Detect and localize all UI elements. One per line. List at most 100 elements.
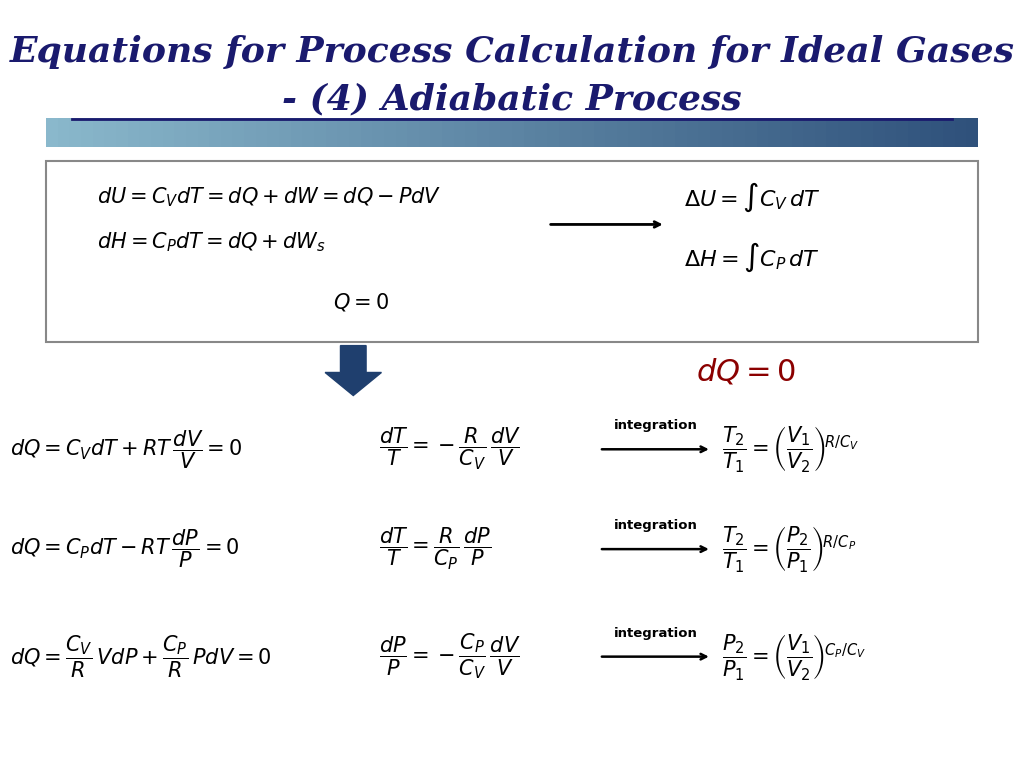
Bar — [967, 118, 978, 147]
Bar — [815, 118, 826, 147]
Bar — [465, 118, 477, 147]
Bar — [710, 118, 722, 147]
Bar — [477, 118, 488, 147]
Bar — [932, 118, 943, 147]
Bar — [652, 118, 664, 147]
Bar — [221, 118, 232, 147]
Bar — [594, 118, 605, 147]
Bar — [57, 118, 70, 147]
Bar — [151, 118, 163, 147]
Bar — [454, 118, 465, 147]
Bar — [104, 118, 116, 147]
Bar — [536, 118, 547, 147]
Bar — [360, 118, 373, 147]
Text: Equations for Process Calculation for Ideal Gases: Equations for Process Calculation for Id… — [9, 35, 1015, 68]
Bar — [757, 118, 768, 147]
Bar — [780, 118, 792, 147]
Bar — [861, 118, 873, 147]
Bar — [174, 118, 186, 147]
Text: $Q = 0$: $Q = 0$ — [333, 291, 389, 313]
Text: $\dfrac{dT}{T} = \dfrac{R}{C_P}\,\dfrac{dP}{P}$: $\dfrac{dT}{T} = \dfrac{R}{C_P}\,\dfrac{… — [379, 526, 490, 572]
Bar — [745, 118, 757, 147]
Bar — [640, 118, 652, 147]
Bar — [501, 118, 512, 147]
Bar — [408, 118, 419, 147]
Bar — [209, 118, 221, 147]
Bar — [629, 118, 640, 147]
Bar — [733, 118, 745, 147]
Bar — [768, 118, 780, 147]
Text: $\dfrac{P_2}{P_1} = \left(\dfrac{V_1}{V_2}\right)^{\!C_P/C_V}$: $\dfrac{P_2}{P_1} = \left(\dfrac{V_1}{V_… — [722, 631, 865, 682]
Bar — [523, 118, 536, 147]
Bar — [920, 118, 932, 147]
Text: $\Delta U = \int C_V\,dT$: $\Delta U = \int C_V\,dT$ — [684, 180, 821, 214]
Bar — [384, 118, 395, 147]
Bar — [139, 118, 151, 147]
Text: $dU = C_V dT = dQ + dW = dQ - PdV$: $dU = C_V dT = dQ + dW = dQ - PdV$ — [97, 186, 441, 209]
Bar — [675, 118, 687, 147]
Bar — [81, 118, 92, 147]
Bar — [954, 118, 967, 147]
Bar — [337, 118, 349, 147]
Bar — [373, 118, 384, 147]
Text: $\Delta H = \int C_P\,dT$: $\Delta H = \int C_P\,dT$ — [684, 240, 820, 273]
Bar — [512, 118, 523, 147]
Bar — [826, 118, 839, 147]
Bar — [419, 118, 430, 147]
Bar — [943, 118, 954, 147]
Bar — [267, 118, 279, 147]
Bar — [442, 118, 454, 147]
Bar — [198, 118, 209, 147]
Bar — [908, 118, 920, 147]
Bar — [314, 118, 326, 147]
Bar — [46, 118, 57, 147]
Text: integration: integration — [613, 627, 697, 640]
Bar — [186, 118, 198, 147]
Bar — [616, 118, 629, 147]
Text: $dQ = C_P dT - RT\,\dfrac{dP}{P} = 0$: $dQ = C_P dT - RT\,\dfrac{dP}{P} = 0$ — [10, 528, 240, 571]
Bar — [430, 118, 442, 147]
Text: $\dfrac{dT}{T} = -\dfrac{R}{C_V}\,\dfrac{dV}{V}$: $\dfrac{dT}{T} = -\dfrac{R}{C_V}\,\dfrac… — [379, 426, 520, 472]
Bar — [232, 118, 244, 147]
Bar — [92, 118, 104, 147]
Bar — [722, 118, 733, 147]
Bar — [326, 118, 337, 147]
Bar — [163, 118, 174, 147]
Bar — [885, 118, 896, 147]
Text: $\dfrac{dP}{P} = -\dfrac{C_P}{C_V}\,\dfrac{dV}{V}$: $\dfrac{dP}{P} = -\dfrac{C_P}{C_V}\,\dfr… — [379, 632, 520, 681]
Bar — [792, 118, 803, 147]
Bar — [873, 118, 885, 147]
Bar — [803, 118, 815, 147]
Bar — [698, 118, 710, 147]
Text: $dH = C_P dT = dQ + dW_s$: $dH = C_P dT = dQ + dW_s$ — [97, 230, 326, 254]
Bar — [349, 118, 360, 147]
Bar — [244, 118, 256, 147]
Bar — [395, 118, 408, 147]
Bar — [547, 118, 559, 147]
Bar — [838, 118, 850, 147]
Text: $\dfrac{T_2}{T_1} = \left(\dfrac{P_2}{P_1}\right)^{\!R/C_P}$: $\dfrac{T_2}{T_1} = \left(\dfrac{P_2}{P_… — [722, 524, 856, 574]
Bar — [605, 118, 616, 147]
Bar — [279, 118, 291, 147]
Bar — [256, 118, 267, 147]
Bar — [291, 118, 302, 147]
Bar — [570, 118, 582, 147]
Bar — [46, 161, 978, 342]
Text: - (4) Adiabatic Process: - (4) Adiabatic Process — [283, 82, 741, 116]
Bar — [488, 118, 501, 147]
Bar — [582, 118, 594, 147]
Bar — [128, 118, 139, 147]
Text: integration: integration — [613, 419, 697, 432]
Bar — [687, 118, 698, 147]
Bar — [70, 118, 81, 147]
Text: $dQ = \dfrac{C_V}{R}\,VdP + \dfrac{C_P}{R}\,PdV = 0$: $dQ = \dfrac{C_V}{R}\,VdP + \dfrac{C_P}{… — [10, 634, 272, 680]
Text: integration: integration — [613, 519, 697, 532]
Bar — [559, 118, 570, 147]
Text: $\dfrac{T_2}{T_1} = \left(\dfrac{V_1}{V_2}\right)^{\!R/C_V}$: $\dfrac{T_2}{T_1} = \left(\dfrac{V_1}{V_… — [722, 424, 859, 475]
Text: $dQ=0$: $dQ=0$ — [696, 357, 797, 388]
Bar — [302, 118, 314, 147]
Text: $dQ = C_V dT + RT\,\dfrac{dV}{V} = 0$: $dQ = C_V dT + RT\,\dfrac{dV}{V} = 0$ — [10, 428, 243, 471]
Bar — [116, 118, 128, 147]
Bar — [664, 118, 675, 147]
Bar — [850, 118, 861, 147]
